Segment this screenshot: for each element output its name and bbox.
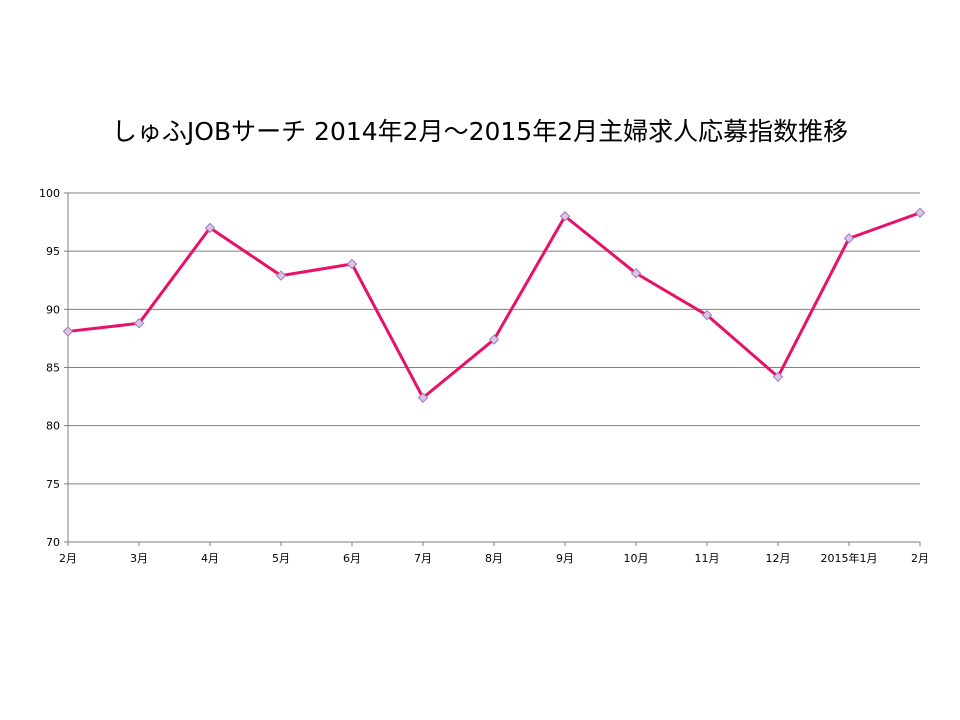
x-tick-label: 2015年1月 [821,551,878,565]
data-point [701,309,713,321]
series [62,207,926,403]
data-point [204,222,216,234]
x-tick-label: 12月 [766,552,791,565]
data-point [630,268,642,279]
data-point [417,392,429,403]
data-point [133,318,145,329]
series-line [67,211,921,400]
x-tick-label: 2月 [59,552,77,565]
x-tick-label: 6月 [343,552,361,565]
x-tick-label: 5月 [272,552,290,565]
data-point [772,371,784,383]
axes [64,192,921,546]
x-tick-label: 10月 [624,552,649,565]
x-tick-label: 7月 [414,552,432,565]
y-tick-label: 75 [46,478,60,491]
data-point [346,258,358,270]
y-tick-label: 80 [46,420,60,433]
gridlines [68,192,920,485]
y-tick-label: 100 [39,187,60,200]
data-point [914,207,926,218]
data-point [275,270,287,281]
x-tick-labels: 2月 3月 4月 5月 6月 7月 8月 9月 10月 11月 12月 2015年1月 2月 [59,551,929,565]
data-point [488,334,500,345]
y-tick-label: 70 [46,536,60,549]
data-point [62,326,74,337]
x-tick-label: 11月 [695,552,720,565]
y-tick-label: 95 [46,245,60,258]
x-tick-label: 2月 [911,552,929,565]
data-point [843,233,855,244]
x-tick-label: 3月 [130,552,148,565]
y-tick-label: 90 [46,303,60,316]
x-tick-label: 9月 [556,552,574,565]
chart-title: しゅふJOBサーチ 2014年2月～2015年2月主婦求人応募指数推移 [111,117,849,146]
data-point [559,211,571,222]
y-tick-labels: 70 75 80 85 90 95 100 [39,187,60,549]
x-tick-label: 8月 [485,552,503,565]
y-tick-label: 85 [46,362,60,375]
x-tick-label: 4月 [201,552,219,565]
